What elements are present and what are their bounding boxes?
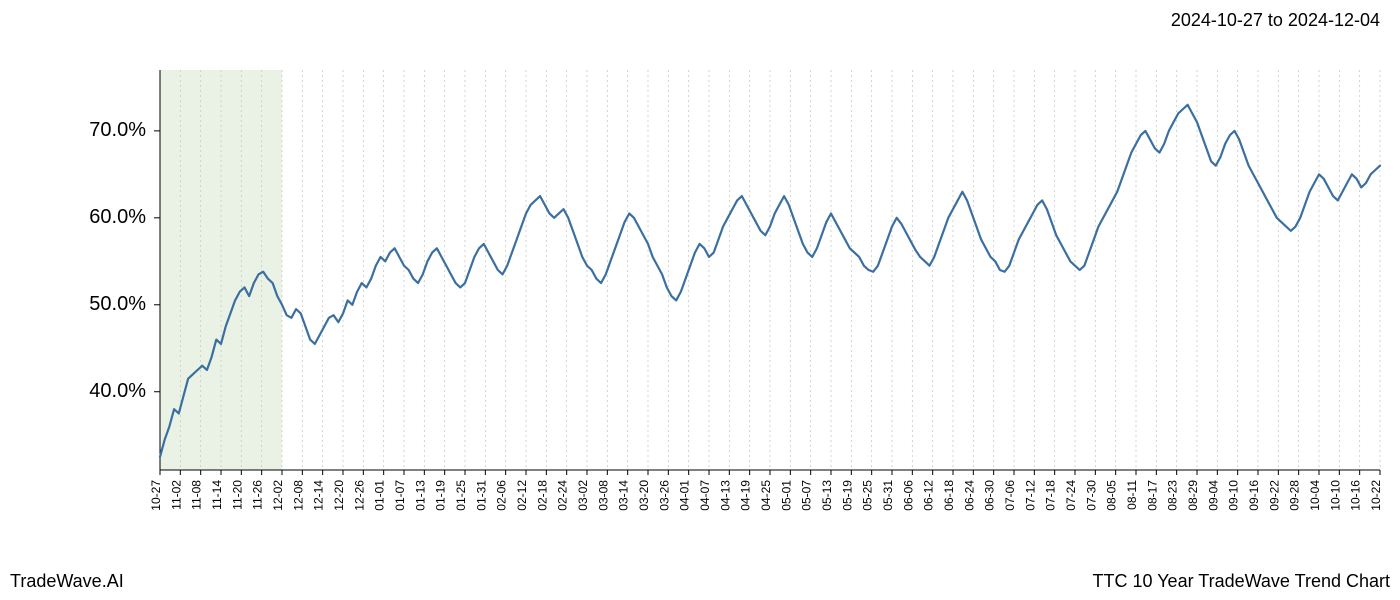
svg-text:07-24: 07-24 (1064, 480, 1078, 511)
svg-text:03-26: 03-26 (657, 480, 671, 511)
svg-text:12-20: 12-20 (332, 480, 346, 511)
svg-text:05-31: 05-31 (881, 480, 895, 511)
svg-text:04-19: 04-19 (739, 480, 753, 511)
svg-text:05-13: 05-13 (820, 480, 834, 511)
svg-text:50.0%: 50.0% (89, 293, 146, 315)
svg-text:07-12: 07-12 (1023, 480, 1037, 511)
svg-text:02-18: 02-18 (535, 480, 549, 511)
svg-text:10-27: 10-27 (149, 480, 163, 511)
svg-text:08-29: 08-29 (1186, 480, 1200, 511)
svg-text:03-08: 03-08 (596, 480, 610, 511)
svg-text:07-06: 07-06 (1003, 480, 1017, 511)
svg-text:40.0%: 40.0% (89, 380, 146, 402)
chart-container: 40.0% 50.0% 60.0% 70.0% 10-27 11-02 11-08 11-14… (0, 60, 1400, 550)
svg-text:06-24: 06-24 (962, 480, 976, 511)
svg-text:05-25: 05-25 (861, 480, 875, 511)
svg-text:10-10: 10-10 (1328, 480, 1342, 511)
svg-text:09-16: 09-16 (1247, 480, 1261, 511)
svg-text:07-18: 07-18 (1044, 480, 1058, 511)
svg-text:06-06: 06-06 (901, 480, 915, 511)
svg-text:09-28: 09-28 (1288, 480, 1302, 511)
brand-label: TradeWave.AI (10, 571, 124, 592)
date-range-label: 2024-10-27 to 2024-12-04 (1171, 10, 1380, 31)
trend-chart: 40.0% 50.0% 60.0% 70.0% 10-27 11-02 11-08 11-14… (0, 60, 1400, 550)
svg-text:11-08: 11-08 (190, 480, 204, 510)
svg-text:11-26: 11-26 (251, 480, 265, 510)
svg-text:11-20: 11-20 (230, 480, 244, 510)
svg-text:12-26: 12-26 (352, 480, 366, 511)
svg-text:12-02: 12-02 (271, 480, 285, 511)
svg-text:04-13: 04-13 (718, 480, 732, 511)
svg-text:08-11: 08-11 (1125, 480, 1139, 510)
svg-text:06-18: 06-18 (942, 480, 956, 511)
svg-text:11-14: 11-14 (210, 480, 224, 510)
svg-text:05-01: 05-01 (779, 480, 793, 511)
svg-text:03-20: 03-20 (637, 480, 651, 511)
svg-text:01-19: 01-19 (434, 480, 448, 511)
svg-text:06-12: 06-12 (922, 480, 936, 511)
svg-text:01-07: 01-07 (393, 480, 407, 511)
svg-text:10-04: 10-04 (1308, 480, 1322, 511)
svg-text:03-02: 03-02 (576, 480, 590, 511)
svg-text:07-30: 07-30 (1084, 480, 1098, 511)
svg-text:05-19: 05-19 (840, 480, 854, 511)
chart-title: TTC 10 Year TradeWave Trend Chart (1093, 571, 1390, 592)
svg-text:02-12: 02-12 (515, 480, 529, 511)
svg-text:02-06: 02-06 (495, 480, 509, 511)
svg-text:01-01: 01-01 (373, 480, 387, 511)
svg-text:04-01: 04-01 (678, 480, 692, 511)
svg-text:12-08: 12-08 (291, 480, 305, 511)
svg-text:70.0%: 70.0% (89, 119, 146, 141)
svg-text:02-24: 02-24 (556, 480, 570, 511)
svg-text:08-23: 08-23 (1166, 480, 1180, 511)
svg-text:10-16: 10-16 (1349, 480, 1363, 511)
svg-text:11-02: 11-02 (169, 480, 183, 510)
svg-text:05-07: 05-07 (800, 480, 814, 511)
svg-text:10-22: 10-22 (1369, 480, 1383, 511)
svg-text:09-10: 09-10 (1227, 480, 1241, 511)
svg-text:12-14: 12-14 (312, 480, 326, 511)
svg-text:01-25: 01-25 (454, 480, 468, 511)
svg-text:01-31: 01-31 (474, 480, 488, 511)
svg-text:09-04: 09-04 (1206, 480, 1220, 511)
svg-text:08-17: 08-17 (1145, 480, 1159, 511)
svg-text:09-22: 09-22 (1267, 480, 1281, 511)
svg-text:08-05: 08-05 (1105, 480, 1119, 511)
svg-text:04-25: 04-25 (759, 480, 773, 511)
svg-text:60.0%: 60.0% (89, 206, 146, 228)
svg-text:01-13: 01-13 (413, 480, 427, 511)
svg-text:03-14: 03-14 (617, 480, 631, 511)
svg-text:04-07: 04-07 (698, 480, 712, 511)
svg-text:06-30: 06-30 (983, 480, 997, 511)
